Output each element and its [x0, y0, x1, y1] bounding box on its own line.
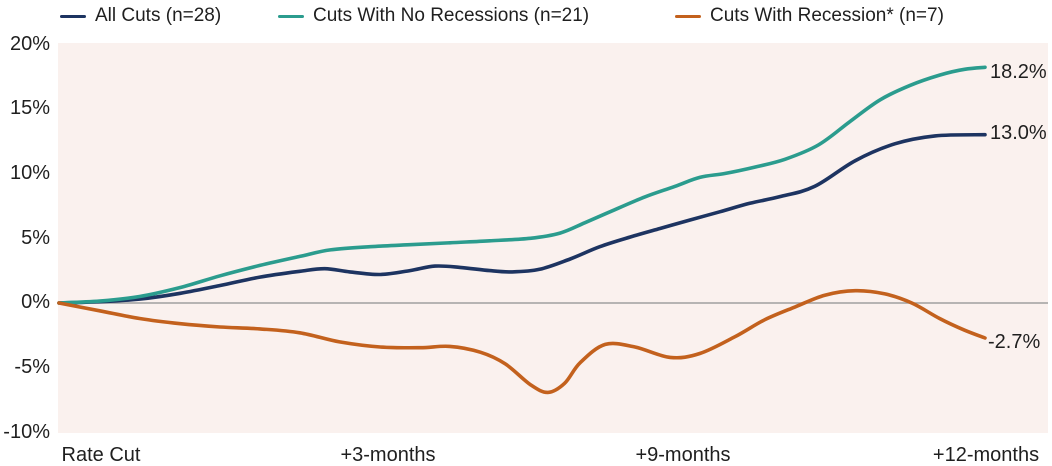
legend-line-swatch-no-recession: [278, 14, 304, 18]
y-tick-label-neg5: -5%: [14, 356, 50, 378]
legend-item-all-cuts: All Cuts (n=28): [60, 5, 221, 27]
end-label-no-recession: 18.2%: [990, 61, 1047, 83]
y-tick-label-5: 5%: [21, 227, 50, 249]
series-line-no-recession: [57, 65, 987, 305]
x-tick-label-rate-cut: Rate Cut: [61, 444, 141, 466]
legend-line-swatch-recession: [675, 14, 701, 18]
x-tick-label-12-months: +12-months: [932, 444, 1040, 466]
end-label-all-cuts: 13.0%: [990, 122, 1047, 144]
plot-background: [58, 43, 1048, 433]
legend-line-swatch-all-cuts: [60, 14, 86, 18]
legend-label-recession: Cuts With Recession* (n=7): [710, 5, 944, 26]
legend-item-no-recession: Cuts With No Recessions (n=21): [278, 5, 589, 27]
legend: All Cuts (n=28) Cuts With No Recessions …: [0, 0, 1052, 34]
legend-label-all-cuts: All Cuts (n=28): [95, 5, 222, 26]
y-tick-label-20: 20%: [9, 33, 50, 55]
series-line-all-cuts: [57, 132, 987, 305]
end-label-recession: -2.7%: [988, 331, 1041, 353]
legend-item-recession: Cuts With Recession* (n=7): [675, 5, 944, 27]
y-tick-label-0: 0%: [21, 291, 50, 313]
series-group: [57, 65, 987, 395]
y-tick-label-15: 15%: [9, 97, 50, 119]
y-tick-label-neg10: -10%: [3, 421, 50, 443]
y-tick-label-10: 10%: [9, 162, 50, 184]
x-tick-label-9-months: +9-months: [635, 444, 731, 466]
legend-label-no-recession: Cuts With No Recessions (n=21): [313, 5, 590, 26]
x-tick-label-3-months: +3-months: [340, 444, 436, 466]
series-line-recession: [57, 288, 987, 395]
